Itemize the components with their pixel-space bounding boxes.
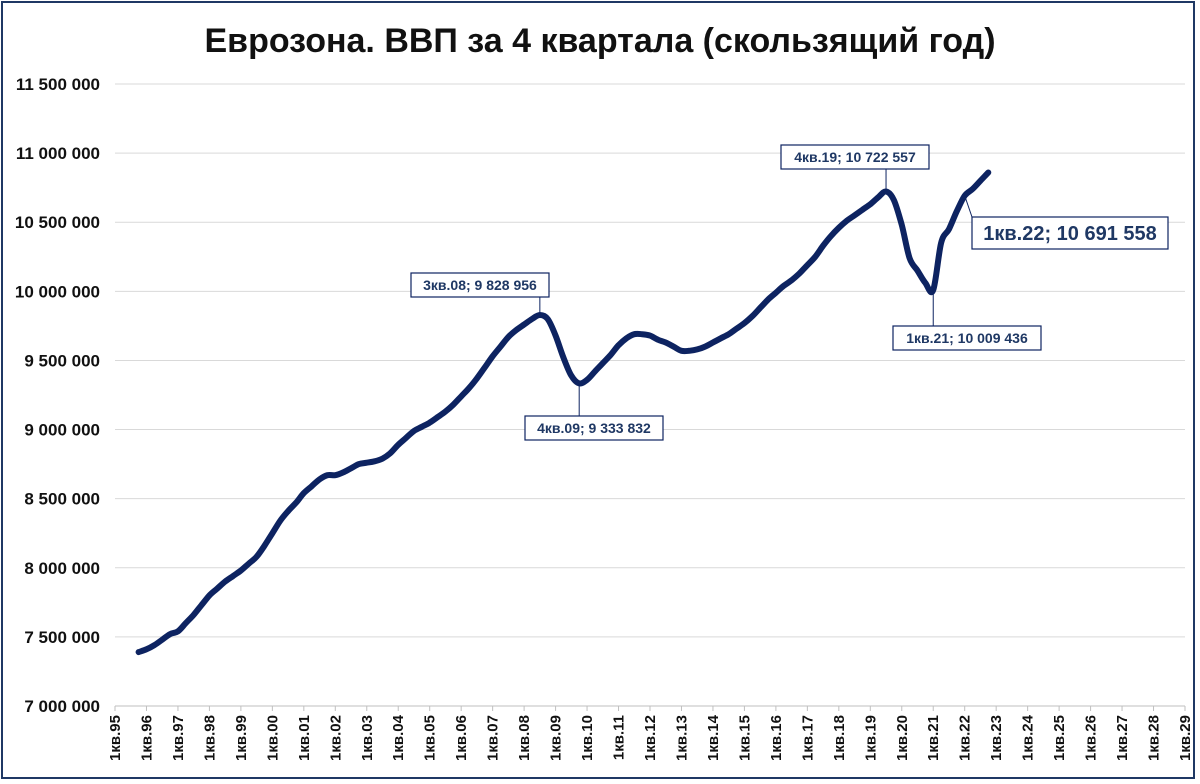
- annotation-label: 4кв.19; 10 722 557: [794, 149, 916, 165]
- annotation-box: [892, 325, 1042, 351]
- x-tick-label: 1кв.21: [925, 715, 942, 761]
- y-tick-label: 7 500 000: [24, 628, 100, 647]
- x-tick-label: 1кв.26: [1083, 715, 1100, 761]
- x-tick-label: 1кв.24: [1020, 714, 1037, 761]
- annotation-box: [410, 272, 550, 298]
- x-tick-label: 1кв.95: [107, 715, 124, 761]
- x-tick-label: 1кв.22: [957, 715, 974, 761]
- annotation-label: 1кв.22; 10 691 558: [983, 223, 1157, 245]
- chart-title: Еврозона. ВВП за 4 квартала (скользящий …: [204, 22, 995, 60]
- x-tick-label: 1кв.07: [485, 715, 502, 761]
- y-tick-label: 10 500 000: [15, 213, 100, 232]
- x-tick-label: 1кв.17: [799, 715, 816, 761]
- annotations: 3кв.08; 9 828 956 4кв.09; 9 333 832 4кв.19…: [410, 144, 1169, 441]
- x-axis-ticks: 1кв.95 1кв.96 1кв.97 1кв.98 1кв.99 1кв.00 1кв.…: [107, 706, 1194, 761]
- x-tick-label: 1кв.28: [1146, 715, 1163, 761]
- x-tick-label: 1кв.11: [611, 715, 628, 760]
- y-tick-label: 7 000 000: [24, 697, 100, 716]
- annotation-label: 1кв.21; 10 009 436: [906, 330, 1028, 346]
- x-tick-label: 1кв.20: [894, 715, 911, 761]
- x-tick-label: 1кв.16: [768, 715, 785, 761]
- x-tick-label: 1кв.09: [548, 715, 565, 761]
- x-tick-label: 1кв.01: [296, 715, 313, 761]
- x-tick-label: 1кв.19: [862, 715, 879, 761]
- y-tick-label: 8 500 000: [24, 490, 100, 509]
- x-tick-label: 1кв.08: [516, 715, 533, 761]
- x-tick-label: 1кв.04: [390, 714, 407, 761]
- y-tick-label: 11 500 000: [16, 75, 100, 94]
- annotation-box: [524, 415, 664, 441]
- x-tick-label: 1кв.25: [1051, 715, 1068, 761]
- x-tick-label: 1кв.03: [359, 715, 376, 761]
- x-tick-label: 1кв.00: [264, 715, 281, 761]
- x-tick-label: 1кв.97: [170, 715, 187, 761]
- y-tick-label: 9 000 000: [24, 421, 100, 440]
- x-tick-label: 1кв.29: [1177, 715, 1194, 761]
- y-axis-ticks: 7 000 000 7 500 000 8 000 000 8 500 000 9 00…: [15, 75, 100, 716]
- annotation-leader: [964, 195, 973, 218]
- y-tick-label: 8 000 000: [24, 559, 100, 578]
- y-tick-label: 10 000 000: [15, 282, 100, 301]
- x-tick-label: 1кв.99: [233, 715, 250, 761]
- x-tick-label: 1кв.02: [327, 715, 344, 761]
- x-tick-label: 1кв.12: [642, 715, 659, 761]
- x-tick-label: 1кв.10: [579, 715, 596, 761]
- annotation-box: [780, 144, 930, 170]
- x-tick-label: 1кв.27: [1114, 715, 1131, 761]
- x-tick-label: 1кв.13: [673, 715, 690, 761]
- series-group: [135, 169, 992, 656]
- x-tick-label: 1кв.18: [831, 715, 848, 761]
- annotation-label: 3кв.08; 9 828 956: [423, 277, 537, 293]
- series-line: [135, 169, 992, 656]
- x-tick-label: 1кв.06: [453, 715, 470, 761]
- x-tick-label: 1кв.14: [705, 714, 722, 761]
- x-tick-label: 1кв.98: [201, 715, 218, 761]
- x-tick-label: 1кв.05: [422, 715, 439, 761]
- annotation-label: 4кв.09; 9 333 832: [537, 420, 651, 436]
- x-tick-label: 1кв.15: [736, 715, 753, 761]
- y-tick-label: 11 000 000: [16, 144, 100, 163]
- gridlines: [115, 83, 1185, 707]
- x-tick-label: 1кв.96: [138, 715, 155, 761]
- y-tick-label: 9 500 000: [24, 351, 100, 370]
- x-tick-label: 1кв.23: [988, 715, 1005, 761]
- annotation-box: [971, 216, 1169, 250]
